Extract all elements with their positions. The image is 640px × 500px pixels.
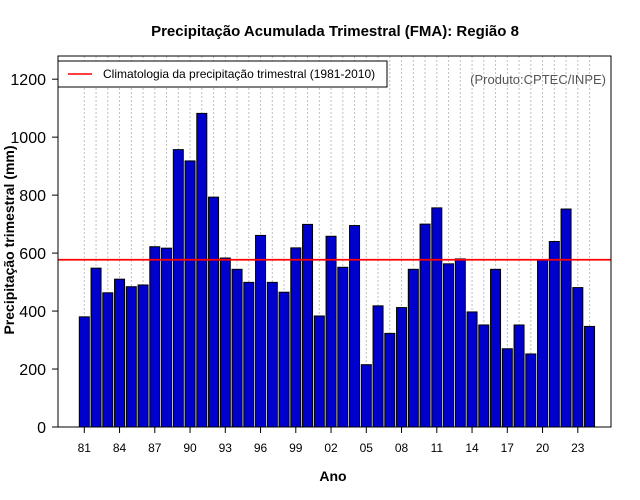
bar-10 — [419, 223, 431, 428]
bar-05 — [360, 364, 372, 428]
bar-06 — [372, 305, 384, 428]
x-axis-label: Ano — [319, 468, 346, 484]
credit-text: (Produto:CPTEC/INPE) — [470, 72, 606, 87]
x-tick-label: 81 — [78, 441, 92, 455]
bar-14 — [466, 311, 478, 428]
legend-label: Climatologia da precipitação trimestral … — [103, 67, 375, 81]
bar-11 — [431, 207, 443, 428]
bar-24 — [584, 325, 596, 428]
x-tick-label: 23 — [571, 441, 585, 455]
y-tick-label: 1000 — [10, 130, 46, 147]
x-tick-label: 17 — [501, 441, 515, 455]
x-tick-label: 96 — [254, 441, 268, 455]
chart-title: Precipitação Acumulada Trimestral (FMA):… — [151, 23, 519, 40]
bar-16 — [490, 268, 502, 428]
bar-90 — [184, 160, 196, 428]
bar-84 — [114, 278, 126, 428]
bar-89 — [172, 149, 184, 428]
bar-93 — [219, 257, 231, 428]
bar-83 — [102, 292, 114, 428]
bar-19 — [525, 353, 537, 428]
bar-87 — [149, 246, 161, 428]
x-tick-label: 87 — [148, 441, 162, 455]
bar-17 — [501, 348, 513, 428]
axes: 0 200 400 600 800 1000 1200 81 84 87 90 93 96 99 02 05 0… — [10, 72, 584, 455]
x-tick-label: 90 — [183, 441, 197, 455]
bar-82 — [90, 267, 102, 428]
legend: Climatologia da precipitação trimestral … — [57, 60, 388, 88]
bar-23 — [572, 287, 584, 428]
x-tick-label: 05 — [360, 441, 374, 455]
bar-20 — [537, 259, 549, 428]
bar-81 — [78, 316, 90, 428]
bar-04 — [349, 225, 361, 428]
bar-18 — [513, 324, 525, 428]
y-axis-label: Precipitação trimestral (mm) — [1, 145, 17, 334]
bar-91 — [196, 112, 208, 428]
legend-box — [57, 60, 388, 88]
bar-96 — [255, 234, 267, 428]
bar-86 — [137, 284, 149, 428]
bar-92 — [208, 196, 220, 428]
y-tick-label: 1200 — [10, 72, 46, 89]
x-tick-label: 93 — [219, 441, 233, 455]
bar-95 — [243, 281, 255, 428]
bar-99 — [290, 247, 302, 428]
y-tick-label: 600 — [19, 246, 46, 263]
y-tick-label: 800 — [19, 188, 46, 205]
bar-85 — [125, 286, 137, 428]
bar-97 — [266, 281, 278, 428]
bar-98 — [278, 291, 290, 428]
bar-94 — [231, 268, 243, 428]
bar-22 — [560, 208, 572, 428]
x-tick-label: 08 — [395, 441, 409, 455]
bar-13 — [454, 258, 466, 428]
x-tick-label: 84 — [113, 441, 127, 455]
bar-08 — [396, 307, 408, 428]
x-tick-label: 02 — [324, 441, 338, 455]
x-tick-label: 99 — [289, 441, 303, 455]
x-tick-label: 14 — [465, 441, 479, 455]
y-tick-label: 200 — [19, 362, 46, 379]
bar-15 — [478, 324, 490, 428]
y-tick-label: 400 — [19, 304, 46, 321]
bar-07 — [384, 332, 396, 428]
x-tick-label: 20 — [536, 441, 550, 455]
plot-frame — [57, 55, 612, 428]
y-tick-label: 0 — [37, 420, 46, 437]
bar-02 — [325, 235, 337, 428]
bar-21 — [548, 241, 560, 428]
bar-88 — [161, 247, 173, 428]
bar-03 — [337, 266, 349, 428]
bar-00 — [302, 223, 314, 428]
bar-12 — [443, 263, 455, 428]
bar-01 — [313, 315, 325, 428]
x-tick-label: 11 — [431, 441, 444, 455]
bar-09 — [407, 268, 419, 428]
bars — [78, 112, 596, 428]
